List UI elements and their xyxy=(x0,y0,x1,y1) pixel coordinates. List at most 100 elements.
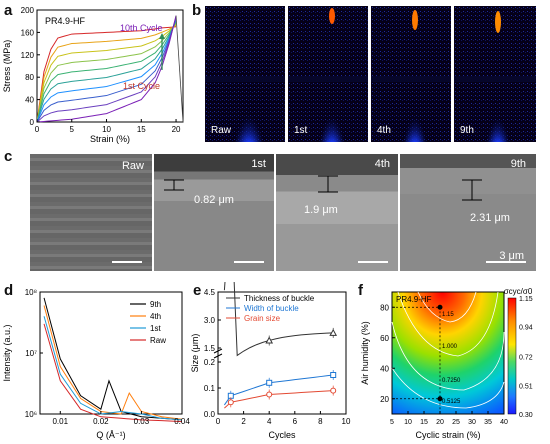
contour-label: 1.000 xyxy=(442,344,458,350)
y-tick-label: 120 xyxy=(21,51,35,60)
e-ylabel: Size (μm) xyxy=(190,334,200,373)
thickness-marker xyxy=(462,179,482,201)
data-point xyxy=(266,379,273,386)
a-ylabel: Stress (MPa) xyxy=(2,40,12,93)
saxs-curves xyxy=(43,297,183,423)
panel-label-a: a xyxy=(4,2,13,19)
sem-image-9th: 9th 2.31 μm 3 μm xyxy=(400,154,536,271)
colorbar-tick-label: 0.72 xyxy=(519,355,533,362)
saxs-label-4th: 4th xyxy=(377,125,391,136)
x-tick-label: 15 xyxy=(137,125,146,134)
intermediate-cycle-curve xyxy=(36,22,177,123)
colorbar-tick-label: 0.51 xyxy=(519,383,533,390)
y-tick-label: 1.5 xyxy=(204,344,216,353)
saxs-label-1st: 1st xyxy=(294,125,308,136)
legend-label: Thickness of buckle xyxy=(244,294,315,303)
x-tick-label: 10 xyxy=(342,417,351,426)
contour-field xyxy=(391,291,505,415)
cycle-10-label: 10th Cycle xyxy=(120,23,163,33)
legend-label: Grain size xyxy=(244,314,281,323)
sem-label-raw: Raw xyxy=(121,160,144,172)
axis-break xyxy=(213,348,223,354)
saxs-curve-1st xyxy=(43,316,183,421)
sem-image-1st: 1st 0.82 μm xyxy=(154,154,274,271)
intermediate-cycle-curve xyxy=(36,21,177,123)
saxs-intensity-chart: 0.01 0.02 0.03 0.04 10⁶ 10⁷ 10⁸ 9th 4th 1st Raw Q… xyxy=(2,288,190,440)
sem-image-4th: 4th 1.9 μm xyxy=(276,154,398,271)
y-tick-label: 160 xyxy=(21,28,35,37)
intermediate-cycle-curve xyxy=(36,23,177,123)
y-tick-label: 10⁷ xyxy=(25,349,37,358)
y-tick-label: 60 xyxy=(380,334,389,343)
saxs-legend: 9th 4th 1st Raw xyxy=(130,300,166,345)
buckle-thickness-1st: 0.82 μm xyxy=(194,194,234,206)
x-tick-label: 20 xyxy=(436,419,444,426)
size-curves xyxy=(223,282,338,409)
y-tick-label: 10⁶ xyxy=(25,410,37,419)
data-point xyxy=(330,387,337,394)
f-xlabel: Cyclic strain (%) xyxy=(415,430,480,440)
y-tick-label: 4.5 xyxy=(204,288,216,297)
x-tick-label: 0.04 xyxy=(174,417,190,426)
panel-label-d: d xyxy=(4,282,14,299)
x-tick-label: 20 xyxy=(172,125,181,134)
y-tick-label: 200 xyxy=(21,6,35,15)
colorbar-tick-label: 1.15 xyxy=(519,296,533,303)
sample-label: PR4.9-HF xyxy=(45,16,86,26)
x-tick-label: 5 xyxy=(70,125,75,134)
scale-bar xyxy=(486,261,526,263)
intermediate-cycle-curve xyxy=(36,25,177,123)
saxs-pattern-raw: Raw xyxy=(205,6,285,142)
sample-label: PR4.9-HF xyxy=(396,295,432,304)
sem-image-raw: Raw xyxy=(30,154,152,271)
x-tick-label: 30 xyxy=(468,419,476,426)
x-tick-label: 0.01 xyxy=(52,417,68,426)
scale-bar xyxy=(234,261,264,263)
colorbar-title: σcyc/σ0 xyxy=(504,287,533,296)
x-tick-label: 5 xyxy=(390,419,394,426)
sem-label-4th: 4th xyxy=(374,158,390,170)
panel-label-c: c xyxy=(4,148,13,165)
y-tick-label: 80 xyxy=(25,73,34,82)
saxs-ticks: 0.01 0.02 0.03 0.04 10⁶ 10⁷ 10⁸ xyxy=(25,288,190,426)
contour-label: 0.5125 xyxy=(442,399,461,405)
thickness-marker xyxy=(164,179,184,191)
fit-curve-1 xyxy=(223,374,334,406)
buckle-thickness-9th: 2.31 μm xyxy=(470,212,510,224)
x-tick-label: 40 xyxy=(500,419,508,426)
scale-bar xyxy=(358,261,388,263)
f-ylabel: Air humidity (%) xyxy=(360,321,370,385)
saxs-pattern-graphic xyxy=(205,6,285,142)
y-tick-label: 20 xyxy=(380,395,389,404)
thickness-marker xyxy=(318,175,338,193)
measurement-point xyxy=(437,396,443,402)
colorbar xyxy=(507,297,517,415)
legend-label: 1st xyxy=(150,324,161,333)
colorbar-tick-label: 0.94 xyxy=(519,325,533,332)
colorbar-tick-label: 0.30 xyxy=(519,412,533,419)
saxs-curve-4th xyxy=(43,305,183,420)
buckle-thickness-4th: 1.9 μm xyxy=(304,204,338,216)
x-tick-label: 25 xyxy=(452,419,460,426)
cycle-1-curve xyxy=(36,26,177,123)
colorbar-ticks: 1.15 0.94 0.72 0.51 0.30 xyxy=(519,296,533,419)
legend-label: 4th xyxy=(150,312,161,321)
sem-label-1st: 1st xyxy=(251,158,266,170)
y-tick-label: 0.0 xyxy=(204,410,216,419)
saxs-pattern-graphic xyxy=(371,6,451,142)
y-tick-label: 3.0 xyxy=(204,316,216,325)
x-tick-label: 0.03 xyxy=(134,417,150,426)
data-point xyxy=(329,328,338,336)
saxs-pattern-4th: 4th xyxy=(371,6,451,142)
x-tick-label: 6 xyxy=(293,417,298,426)
x-tick-label: 4 xyxy=(267,417,272,426)
x-tick-label: 15 xyxy=(420,419,428,426)
intermediate-cycle-curve xyxy=(36,19,177,123)
saxs-curve-Raw xyxy=(43,323,183,423)
x-tick-label: 10 xyxy=(404,419,412,426)
stress-strain-curves xyxy=(36,15,184,123)
data-point xyxy=(266,391,273,398)
saxs-pattern-graphic xyxy=(454,6,536,142)
